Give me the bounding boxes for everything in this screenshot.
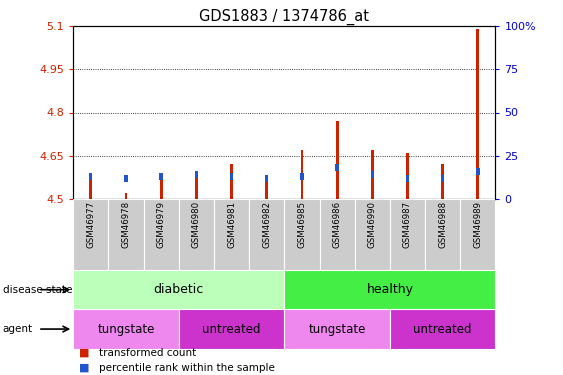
Bar	[195, 176, 198, 199]
Text: GSM46979: GSM46979	[157, 201, 166, 248]
Text: transformed count: transformed count	[99, 348, 196, 358]
Text: healthy: healthy	[367, 283, 413, 296]
Bar	[441, 175, 444, 181]
Text: tungstate: tungstate	[97, 322, 155, 336]
Bar	[249, 199, 284, 270]
Bar	[301, 150, 303, 199]
Bar	[73, 270, 284, 309]
Bar	[284, 309, 390, 349]
Bar	[89, 173, 92, 180]
Bar	[406, 175, 409, 181]
Bar	[230, 173, 233, 180]
Bar	[265, 182, 268, 199]
Bar	[441, 164, 444, 199]
Bar	[390, 309, 495, 349]
Text: untreated: untreated	[202, 322, 261, 336]
Bar	[425, 199, 461, 270]
Bar	[73, 199, 108, 270]
Bar	[179, 199, 214, 270]
Text: ■: ■	[79, 363, 90, 373]
Text: tungstate: tungstate	[309, 322, 366, 336]
Bar	[300, 173, 303, 180]
Bar	[124, 175, 128, 181]
Text: untreated: untreated	[413, 322, 472, 336]
Bar	[370, 171, 374, 178]
Text: GSM46987: GSM46987	[403, 201, 412, 248]
Bar	[159, 173, 163, 180]
Text: agent: agent	[3, 324, 33, 334]
Text: diabetic: diabetic	[154, 283, 204, 296]
Bar	[73, 309, 179, 349]
Bar	[355, 199, 390, 270]
Bar	[320, 199, 355, 270]
Bar	[179, 309, 284, 349]
Text: GSM46977: GSM46977	[86, 201, 95, 248]
Bar	[265, 175, 269, 181]
Text: GSM46985: GSM46985	[297, 201, 306, 248]
Text: GSM46981: GSM46981	[227, 201, 236, 248]
Text: GSM46990: GSM46990	[368, 201, 377, 248]
Bar	[108, 199, 144, 270]
Bar	[284, 199, 320, 270]
Bar	[214, 199, 249, 270]
Bar	[124, 193, 127, 199]
Bar	[336, 164, 339, 171]
Text: GSM46986: GSM46986	[333, 201, 342, 248]
Bar	[461, 199, 495, 270]
Bar	[406, 153, 409, 199]
Bar	[390, 199, 425, 270]
Text: GSM46980: GSM46980	[192, 201, 201, 248]
Bar	[160, 178, 163, 199]
Bar	[371, 150, 374, 199]
Text: GSM46982: GSM46982	[262, 201, 271, 248]
Bar	[195, 171, 198, 178]
Bar	[336, 121, 338, 199]
Text: percentile rank within the sample: percentile rank within the sample	[99, 363, 274, 373]
Bar	[284, 270, 495, 309]
Bar	[90, 178, 92, 199]
Title: GDS1883 / 1374786_at: GDS1883 / 1374786_at	[199, 9, 369, 25]
Text: disease state: disease state	[3, 285, 72, 295]
Bar	[476, 168, 480, 175]
Text: ■: ■	[79, 348, 90, 358]
Text: GSM46989: GSM46989	[473, 201, 482, 248]
Bar	[230, 164, 233, 199]
Bar	[144, 199, 179, 270]
Text: GSM46988: GSM46988	[438, 201, 447, 248]
Bar	[476, 29, 479, 199]
Text: GSM46978: GSM46978	[122, 201, 131, 248]
